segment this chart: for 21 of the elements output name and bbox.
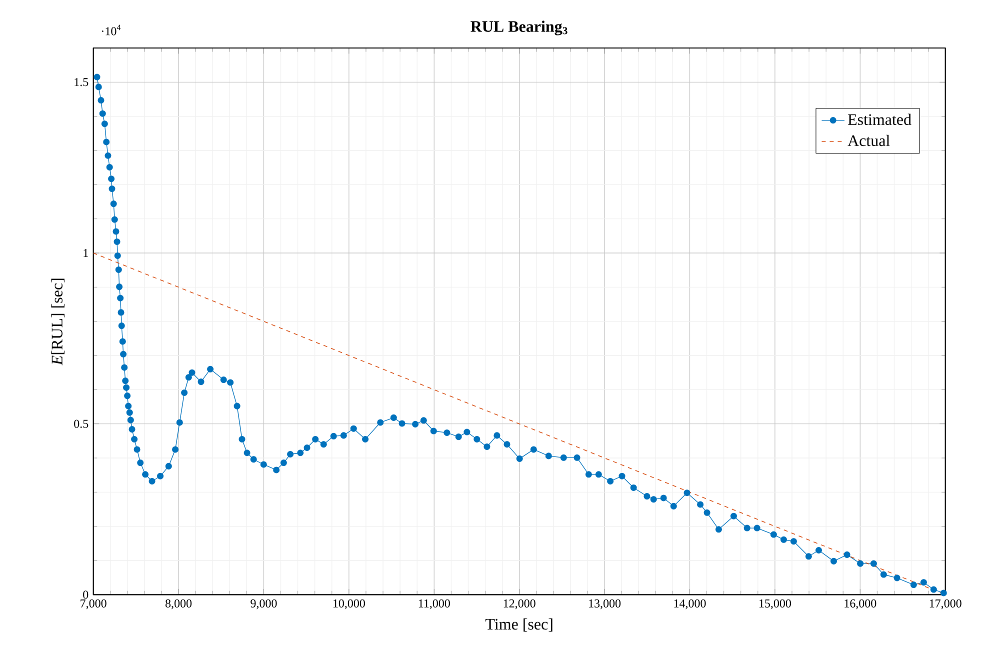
x-tick-label: 8,000 bbox=[166, 599, 192, 610]
x-tick-label: 7,000 bbox=[80, 599, 106, 610]
x-tick-label: 10,000 bbox=[333, 599, 365, 610]
y-tick-label: 0.5 bbox=[74, 420, 88, 428]
x-tick-label: 17,000 bbox=[930, 599, 962, 610]
x-tick-label: 16,000 bbox=[844, 599, 876, 610]
y-tick-label: 0 bbox=[83, 590, 88, 599]
text: ·10$^{4}$ bbox=[102, 24, 121, 36]
y-tick-label: 1 bbox=[84, 249, 88, 257]
x-tick-label: 9,000 bbox=[250, 599, 277, 610]
chart-title: RUL Bearing$_{3}$ bbox=[470, 20, 568, 36]
x-tick-label: 12,000 bbox=[504, 599, 536, 610]
y-axis-title: E[RUL] [sec] bbox=[51, 278, 64, 366]
x-tick-label: 11,000 bbox=[418, 599, 450, 610]
y-tick-label: 1.5 bbox=[74, 78, 88, 86]
x-tick-label: 13,000 bbox=[589, 599, 621, 610]
x-tick-label: 15,000 bbox=[759, 599, 791, 610]
legend-label: Actual bbox=[848, 134, 890, 146]
x-tick-label: 14,000 bbox=[674, 599, 706, 610]
x-axis-title: Time [sec] bbox=[485, 618, 552, 632]
legend-label: Estimated bbox=[848, 114, 912, 125]
